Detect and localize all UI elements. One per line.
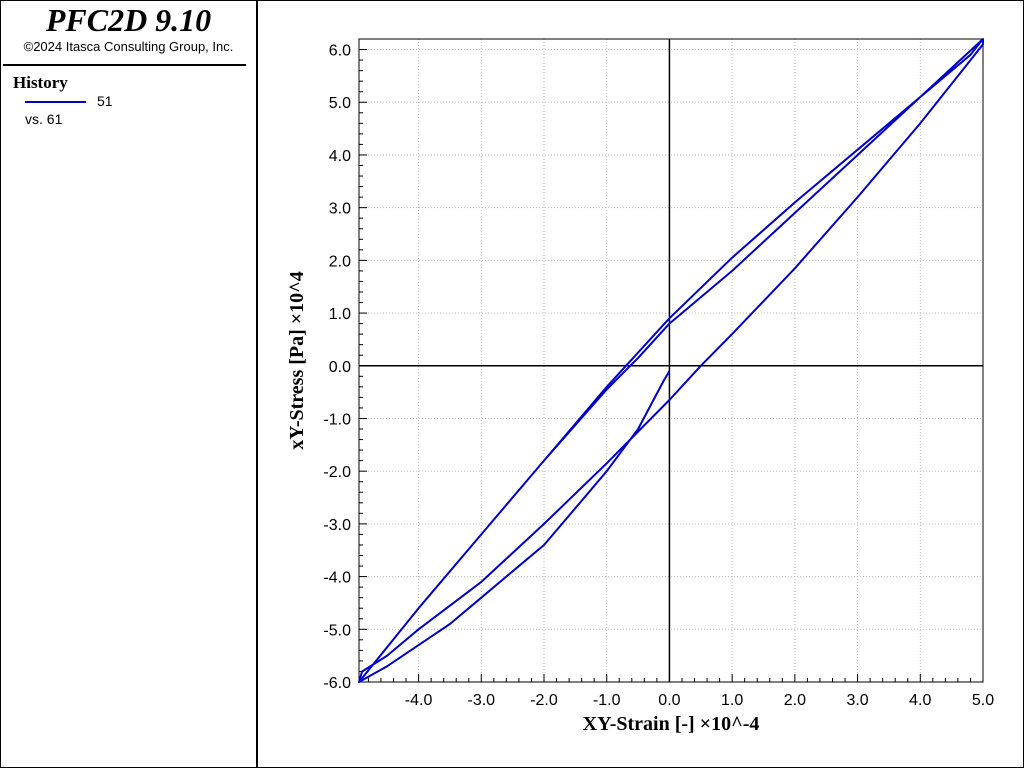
history-series-line [358, 38, 984, 683]
legend-divider [3, 64, 246, 66]
x-tick-label: 4.0 [909, 692, 931, 709]
y-tick-label: 4.0 [329, 148, 351, 165]
x-tick-label: 1.0 [721, 692, 743, 709]
y-axis-title: xY-Stress [Pa] ×10^4 [286, 271, 308, 450]
x-tick-label: -4.0 [405, 692, 433, 709]
legend-line-swatch [25, 101, 86, 103]
series-layer [358, 38, 984, 683]
zero-axes [359, 39, 983, 682]
y-tick-label: 2.0 [329, 253, 351, 270]
history-heading: History [13, 73, 68, 92]
y-tick-label: 0.0 [329, 359, 351, 376]
x-tick-label: -3.0 [468, 692, 496, 709]
x-tick-label: 3.0 [846, 692, 868, 709]
y-tick-label: 1.0 [329, 306, 351, 323]
app-title: PFC2D 9.10 [45, 2, 212, 38]
x-tick-label: 0.0 [658, 692, 680, 709]
y-tick-label: -2.0 [323, 464, 351, 481]
plot-border [358, 38, 984, 683]
copyright-text: ©2024 Itasca Consulting Group, Inc. [23, 39, 234, 54]
x-tick-label: 2.0 [784, 692, 806, 709]
y-tick-label: -6.0 [323, 675, 351, 692]
y-tick-label: -5.0 [323, 622, 351, 639]
grid [359, 39, 984, 683]
x-tick-label: -1.0 [593, 692, 621, 709]
legend-vs-label: vs. 61 [25, 111, 63, 127]
legend-series-id: 51 [97, 93, 113, 109]
tick-labels: -4.0 -3.0 -2.0 -1.0 0.0 1.0 2.0 3.0 4.0 5.0 -6.0 -5… [323, 43, 994, 709]
y-tick-label: -4.0 [323, 570, 351, 587]
x-tick-label: 5.0 [972, 692, 994, 709]
stress-strain-chart: -4.0 -3.0 -2.0 -1.0 0.0 1.0 2.0 3.0 4.0 5.0 -6.0 -5… [286, 38, 994, 735]
axis-ticks [359, 38, 984, 683]
y-tick-label: 3.0 [329, 201, 351, 218]
y-tick-label: -3.0 [323, 517, 351, 534]
y-tick-label: 5.0 [329, 95, 351, 112]
x-tick-label: -2.0 [530, 692, 558, 709]
legend-panel: PFC2D 9.10 ©2024 Itasca Consulting Group… [1, 1, 258, 767]
y-tick-label: -1.0 [323, 411, 351, 428]
x-axis-title: XY-Strain [-] ×10^-4 [583, 713, 760, 735]
y-tick-label: 6.0 [329, 43, 351, 60]
